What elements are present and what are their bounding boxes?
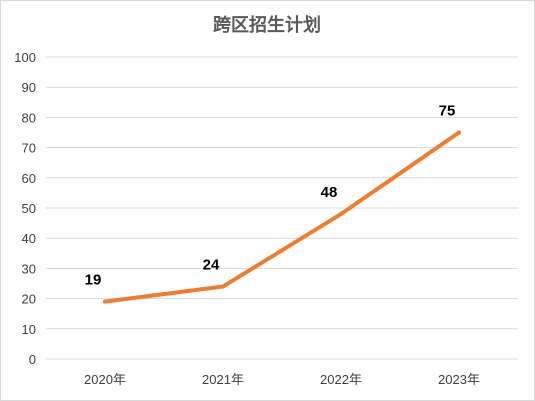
data-point — [457, 130, 461, 135]
y-tick-label: 70 — [22, 141, 36, 156]
gridlines — [46, 56, 518, 360]
y-tick-label: 80 — [22, 110, 36, 125]
series-line-group — [103, 130, 461, 304]
data-label: 48 — [321, 184, 338, 201]
data-label: 19 — [85, 272, 102, 289]
y-tick-label: 10 — [22, 322, 36, 337]
y-tick-label: 60 — [22, 171, 36, 186]
data-point — [339, 212, 343, 217]
y-tick-label: 30 — [22, 261, 36, 276]
data-label: 75 — [439, 103, 456, 120]
x-tick-label: 2022年 — [320, 372, 362, 387]
x-tick-label: 2021年 — [202, 372, 244, 387]
x-tick-label: 2023年 — [438, 372, 480, 387]
y-tick-label: 50 — [22, 201, 36, 216]
y-tick-label: 100 — [14, 50, 36, 65]
chart-title: 跨区招生计划 — [213, 14, 321, 36]
y-tick-label: 40 — [22, 231, 36, 246]
y-tick-label: 20 — [22, 292, 36, 307]
data-point — [103, 299, 107, 304]
y-tick-label: 90 — [22, 80, 36, 95]
x-axis-ticks: 2020年 2021年 2022年 2023年 — [84, 372, 480, 387]
data-labels: 19 24 48 75 — [85, 103, 456, 289]
data-point — [221, 284, 225, 289]
data-label: 24 — [203, 257, 220, 274]
x-tick-label: 2020年 — [84, 372, 126, 387]
y-tick-label: 0 — [29, 352, 36, 367]
y-axis-ticks: 0 10 20 30 40 50 60 70 80 90 100 — [14, 50, 36, 367]
series-line — [103, 130, 461, 304]
